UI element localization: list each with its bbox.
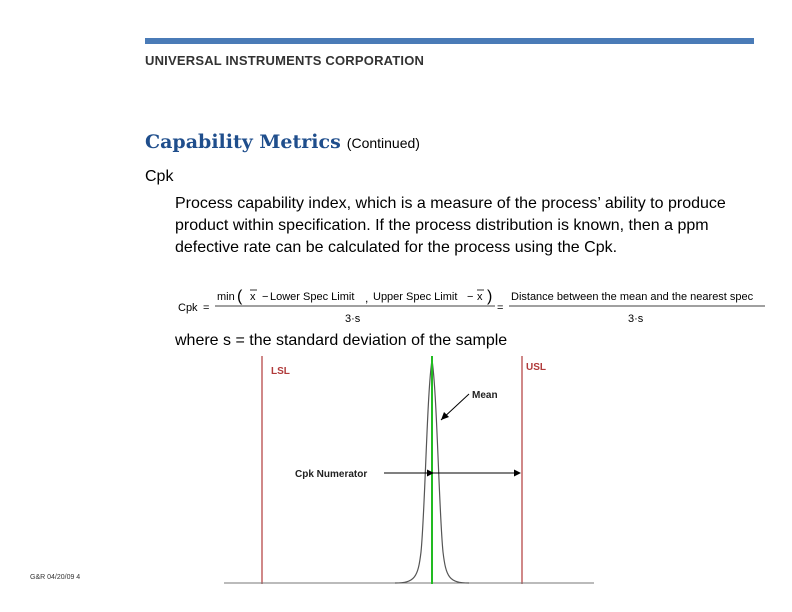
numerator-arrowhead-right (514, 469, 521, 477)
company-name: UNIVERSAL INSTRUMENTS CORPORATION (145, 53, 425, 68)
formula-paren-close: ) (487, 288, 492, 305)
formula-lhs: Cpk (178, 302, 198, 314)
formula-denominator: 3·s (345, 313, 361, 325)
numerator-arrowhead-left (427, 469, 434, 477)
header-accent-bar (145, 38, 754, 44)
term-heading: Cpk (145, 168, 174, 185)
formula-minus-1: − (262, 291, 268, 303)
slide-title-suffix: (Continued) (346, 135, 420, 151)
formula-upper-spec: Upper Spec Limit (373, 291, 457, 303)
term-description: Process capability index, which is a mea… (175, 195, 726, 256)
where-note: where s = the standard deviation of the … (175, 332, 508, 349)
formula-lower-spec: Lower Spec Limit (270, 291, 354, 303)
formula-paren-open: ( (237, 288, 243, 305)
formula-xbar-2: x (477, 291, 483, 303)
cpk-diagram-graphic: LSL USL Mean Cpk Numerator (224, 356, 594, 584)
formula-minus-2: − (467, 291, 473, 303)
footer-slide-ref: G&R 04/20/09 4 (30, 574, 81, 581)
formula-min: min (217, 291, 235, 303)
cpk-formula-graphic: Cpk = min ( x − Lower Spec Limit , Upper… (178, 288, 765, 325)
mean-pointer-arrowhead (441, 412, 449, 420)
slide-title-text: Capability Metrics (145, 131, 341, 153)
mean-label: Mean (472, 390, 498, 401)
formula-rhs-numerator: Distance between the mean and the neares… (511, 291, 754, 303)
formula-rhs-denominator: 3·s (628, 313, 644, 325)
slide-title: Capability Metrics (Continued) (145, 131, 420, 153)
formula-comma: , (365, 291, 368, 305)
usl-label: USL (526, 362, 546, 373)
formula-xbar-1: x (250, 291, 256, 303)
cpk-diagram: LSL USL Mean Cpk Numerator (220, 352, 600, 591)
lsl-label: LSL (271, 366, 290, 377)
numerator-label: Cpk Numerator (295, 469, 367, 480)
formula-equals: = (203, 302, 209, 314)
formula-equals-2: = (497, 302, 503, 314)
cpk-formula: Cpk = min ( x − Lower Spec Limit , Upper… (175, 282, 765, 330)
